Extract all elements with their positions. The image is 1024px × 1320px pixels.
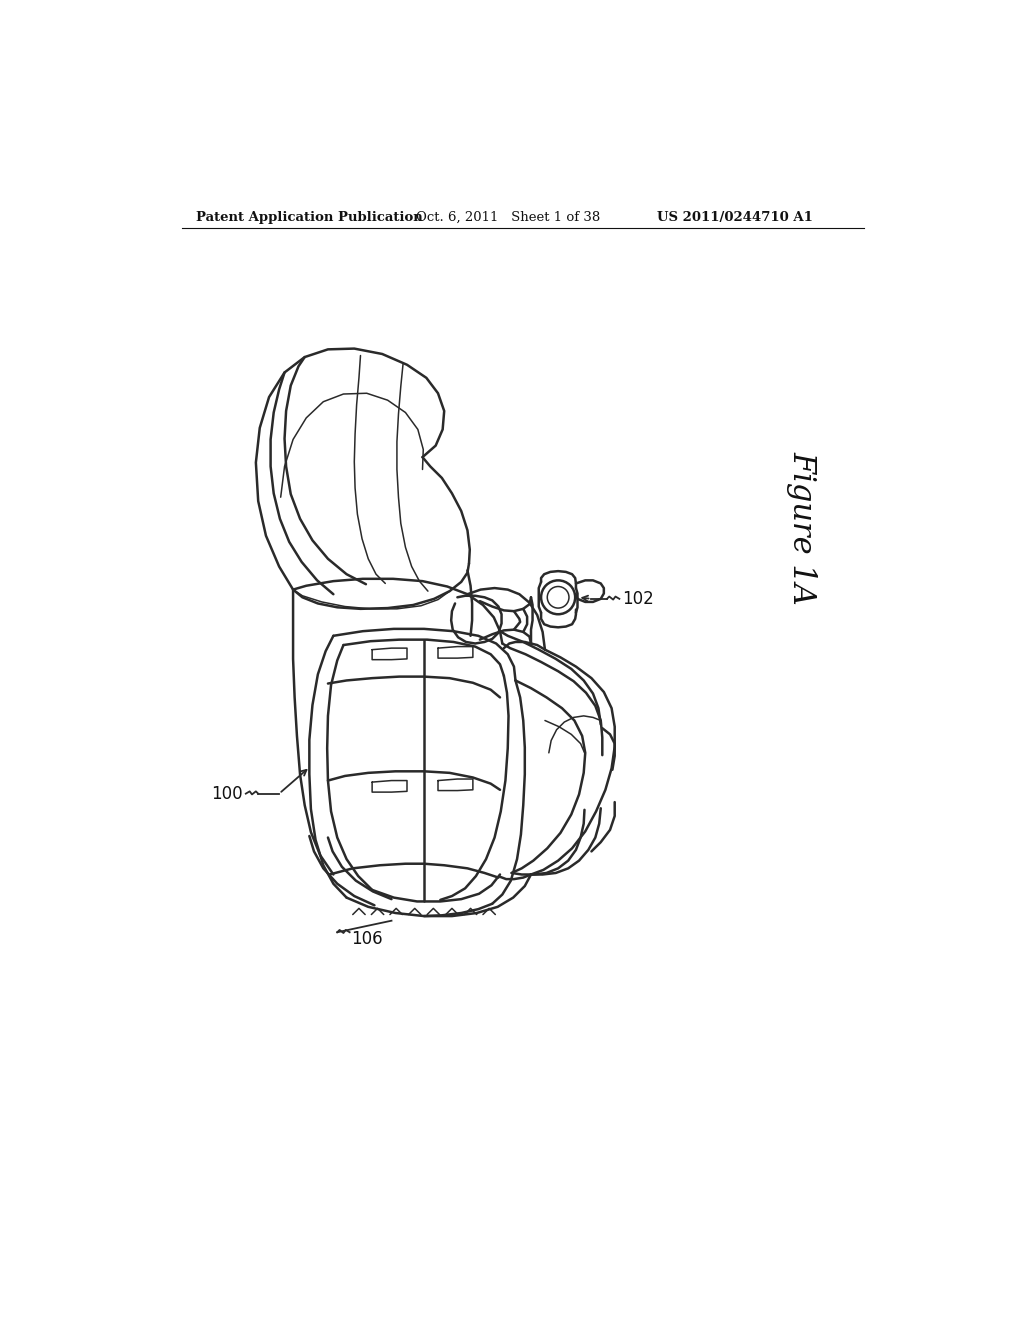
Text: Figure 1A: Figure 1A	[786, 451, 818, 605]
Text: 106: 106	[351, 929, 383, 948]
Text: Patent Application Publication: Patent Application Publication	[197, 211, 423, 224]
Text: Oct. 6, 2011   Sheet 1 of 38: Oct. 6, 2011 Sheet 1 of 38	[417, 211, 600, 224]
Text: 100: 100	[211, 784, 243, 803]
Text: US 2011/0244710 A1: US 2011/0244710 A1	[656, 211, 812, 224]
Text: 102: 102	[623, 590, 654, 607]
